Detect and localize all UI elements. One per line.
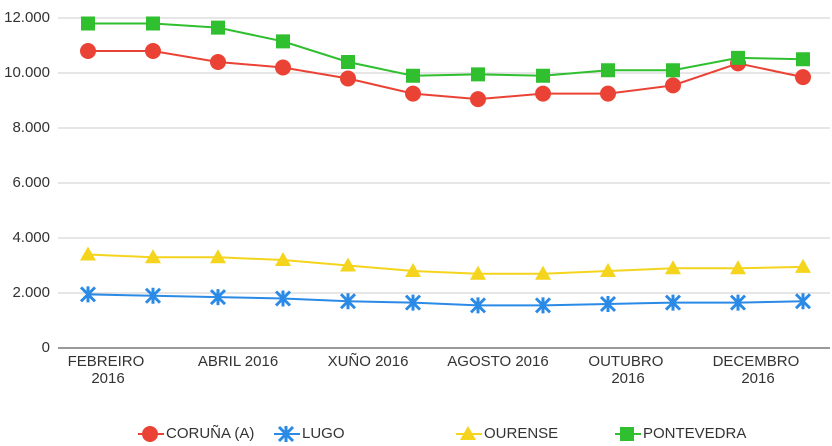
x-tick-line: 2016 bbox=[91, 370, 124, 387]
series-line bbox=[88, 22, 804, 77]
marker bbox=[275, 59, 291, 76]
x-tick-label: XUÑO 2016 bbox=[328, 353, 409, 370]
marker bbox=[211, 20, 225, 35]
marker bbox=[470, 265, 486, 280]
marker bbox=[794, 293, 812, 310]
marker bbox=[404, 294, 422, 311]
marker bbox=[535, 85, 551, 102]
marker bbox=[276, 34, 290, 49]
marker bbox=[406, 68, 420, 83]
y-tick-label: 12.000 bbox=[4, 9, 50, 26]
x-tick-label: FEBREIRO 2016 bbox=[68, 353, 149, 387]
marker bbox=[341, 55, 355, 69]
marker bbox=[79, 286, 97, 303]
x-tick-label: ABRIL 2016 bbox=[198, 353, 278, 370]
series-line bbox=[87, 293, 804, 307]
marker bbox=[795, 258, 811, 273]
legend-label: OURENSE bbox=[484, 425, 558, 442]
x-tick-line: FEBREIRO bbox=[68, 353, 149, 370]
marker bbox=[665, 260, 681, 275]
marker bbox=[471, 67, 485, 82]
y-tick-label: 6.000 bbox=[12, 174, 50, 191]
marker bbox=[405, 85, 421, 102]
y-tick-label: 4.000 bbox=[12, 229, 50, 246]
marker bbox=[731, 50, 745, 65]
marker bbox=[144, 287, 162, 304]
marker bbox=[275, 252, 291, 266]
marker bbox=[601, 63, 615, 78]
legend-label: CORUÑA (A) bbox=[166, 425, 254, 442]
y-tick-label: 2.000 bbox=[12, 284, 50, 301]
marker bbox=[796, 52, 810, 67]
marker bbox=[209, 289, 227, 306]
marker bbox=[340, 257, 356, 272]
marker bbox=[274, 290, 292, 307]
series-line bbox=[88, 50, 804, 101]
y-tick-label: 0 bbox=[42, 339, 50, 356]
x-tick-line: OUTUBRO bbox=[588, 353, 667, 370]
marker bbox=[599, 295, 617, 313]
marker bbox=[795, 69, 811, 86]
x-tick-label: AGOSTO 2016 bbox=[447, 353, 548, 370]
marker bbox=[665, 77, 681, 94]
marker bbox=[80, 246, 96, 261]
marker bbox=[600, 263, 616, 277]
marker bbox=[405, 263, 421, 277]
marker bbox=[339, 293, 357, 310]
marker bbox=[81, 16, 95, 31]
legend-label: LUGO bbox=[302, 425, 345, 442]
y-tick-label: 10.000 bbox=[4, 64, 50, 81]
x-tick-line: DECEMBRO bbox=[713, 353, 804, 370]
marker bbox=[729, 294, 747, 311]
marker bbox=[470, 91, 486, 108]
marker bbox=[80, 43, 96, 59]
marker bbox=[210, 54, 226, 70]
marker bbox=[146, 16, 160, 31]
marker bbox=[664, 294, 682, 311]
marker bbox=[730, 260, 746, 275]
marker bbox=[145, 249, 161, 264]
marker bbox=[535, 265, 551, 280]
series-line bbox=[87, 253, 804, 275]
marker bbox=[469, 297, 487, 314]
marker bbox=[600, 85, 616, 102]
x-tick-line: 2016 bbox=[741, 370, 774, 387]
x-tick-label: DECEMBRO 2016 bbox=[713, 353, 804, 387]
marker bbox=[666, 63, 680, 78]
marker bbox=[210, 249, 226, 264]
y-tick-label: 8.000 bbox=[12, 119, 50, 136]
marker bbox=[534, 297, 552, 314]
x-tick-line: 2016 bbox=[611, 370, 644, 387]
marker bbox=[145, 43, 161, 59]
marker bbox=[536, 68, 550, 83]
x-tick-label: OUTUBRO 2016 bbox=[588, 353, 667, 387]
legend-label: PONTEVEDRA bbox=[643, 425, 746, 442]
marker bbox=[340, 70, 356, 87]
